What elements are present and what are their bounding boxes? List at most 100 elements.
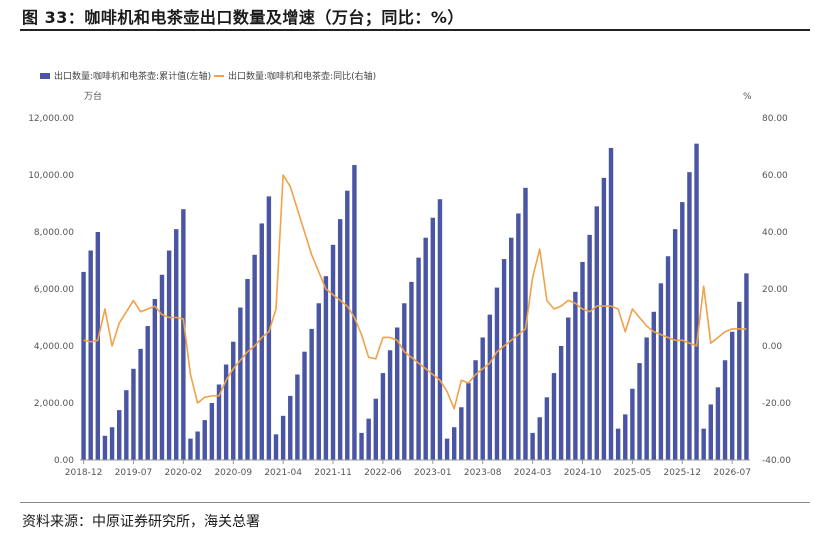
bar [537, 417, 542, 460]
bar [309, 328, 314, 460]
chart-title: 图 33：咖啡机和电茶壶出口数量及增速（万台；同比：%） [22, 8, 464, 27]
bar [729, 331, 735, 460]
bar [352, 165, 357, 460]
x-tick-label: 2023-08 [464, 468, 502, 478]
bar [195, 431, 200, 460]
bar [644, 337, 649, 460]
bar [295, 374, 300, 460]
bar [516, 213, 521, 460]
bar [530, 432, 535, 460]
bar [330, 244, 336, 460]
bar [131, 368, 136, 460]
x-tick-label: 2024-10 [564, 468, 602, 478]
x-tick-label: 2025-05 [614, 468, 652, 478]
bar [366, 418, 371, 460]
x-tick-label: 2022-06 [364, 468, 402, 478]
right-axis-ticks: -40.00 -20.00 0.00 20.00 40.00 60.00 80.00 [762, 114, 791, 466]
source-divider [20, 502, 810, 503]
bar [451, 427, 457, 460]
x-tick-label: 2019-07 [115, 468, 153, 478]
bar [223, 364, 229, 460]
bar [665, 256, 671, 460]
bar [708, 404, 714, 460]
yoy-line [83, 174, 747, 410]
bar [116, 410, 122, 461]
right-axis-unit: % [743, 92, 752, 102]
left-tick-label: 0.00 [54, 456, 74, 466]
bar [138, 348, 143, 460]
bar [216, 384, 222, 460]
x-tick-label: 2020-09 [214, 468, 252, 478]
bar [231, 341, 236, 460]
right-tick-label: 60.00 [762, 171, 788, 181]
bar [188, 438, 193, 461]
bar [459, 407, 464, 460]
bar [687, 172, 692, 460]
bar [444, 438, 450, 461]
bar [409, 281, 414, 461]
bar [302, 351, 307, 460]
left-tick-label: 4,000.00 [34, 342, 74, 352]
bar [701, 428, 706, 460]
line-series [83, 174, 747, 410]
bar [680, 202, 685, 460]
bar [345, 190, 350, 460]
bar [487, 314, 493, 460]
x-tick-label: 2024-03 [514, 468, 552, 478]
bar [551, 373, 557, 460]
left-tick-label: 2,000.00 [34, 399, 74, 409]
bar [380, 373, 386, 460]
bar [658, 283, 664, 460]
bar [373, 398, 379, 460]
legend-line-label: 出口数量:咖啡机和电茶壶:同比(右轴) [228, 70, 376, 82]
bar [651, 311, 656, 460]
x-tick-label: 2018-12 [65, 468, 103, 478]
bar [637, 363, 642, 460]
bar [573, 291, 578, 460]
x-axis-ticks: 2018-12 2019-07 2020-02 2020-09 2021-04 2021-… [65, 460, 751, 478]
bar [566, 317, 571, 460]
bar [166, 250, 172, 460]
bar [630, 388, 635, 460]
bar [209, 403, 215, 460]
title-divider [20, 29, 810, 31]
bar [501, 259, 507, 460]
x-tick-label: 2020-02 [165, 468, 203, 478]
bar [159, 274, 165, 460]
bar [238, 307, 243, 460]
bar [394, 327, 400, 460]
bar [558, 346, 564, 460]
legend-bar-label: 出口数量:咖啡机和电茶壶:累计值(左轴) [54, 70, 211, 82]
bar [359, 432, 364, 460]
bar [152, 298, 158, 460]
left-tick-label: 10,000.00 [28, 171, 74, 181]
bar [744, 273, 749, 460]
right-tick-label: 0.00 [762, 342, 782, 352]
bar [623, 414, 628, 460]
legend: 出口数量:咖啡机和电茶壶:累计值(左轴) 出口数量:咖啡机和电茶壶:同比(右轴) [40, 70, 376, 82]
bar [473, 360, 478, 460]
bar [280, 415, 286, 460]
bar [722, 360, 728, 460]
source-note: 资料来源：中原证券研究所，海关总署 [22, 514, 260, 530]
bar [601, 177, 607, 460]
bar [288, 395, 293, 461]
bar [259, 223, 264, 460]
chart: 出口数量:咖啡机和电茶壶:累计值(左轴) 出口数量:咖啡机和电茶壶:同比(右轴)… [28, 70, 791, 478]
bar [672, 229, 678, 460]
bar [544, 397, 550, 460]
bar [715, 387, 721, 460]
right-tick-label: 80.00 [762, 114, 788, 124]
bar [608, 147, 614, 460]
bar [423, 237, 428, 460]
bar [95, 232, 101, 460]
x-tick-label: 2026-07 [713, 468, 751, 478]
x-tick-label: 2025-12 [663, 468, 701, 478]
bar-series [81, 143, 749, 461]
bar [202, 420, 207, 460]
bar [402, 303, 407, 460]
bar [181, 209, 186, 460]
right-tick-label: -40.00 [762, 456, 791, 466]
right-tick-label: -20.00 [762, 399, 791, 409]
bar [416, 257, 421, 460]
